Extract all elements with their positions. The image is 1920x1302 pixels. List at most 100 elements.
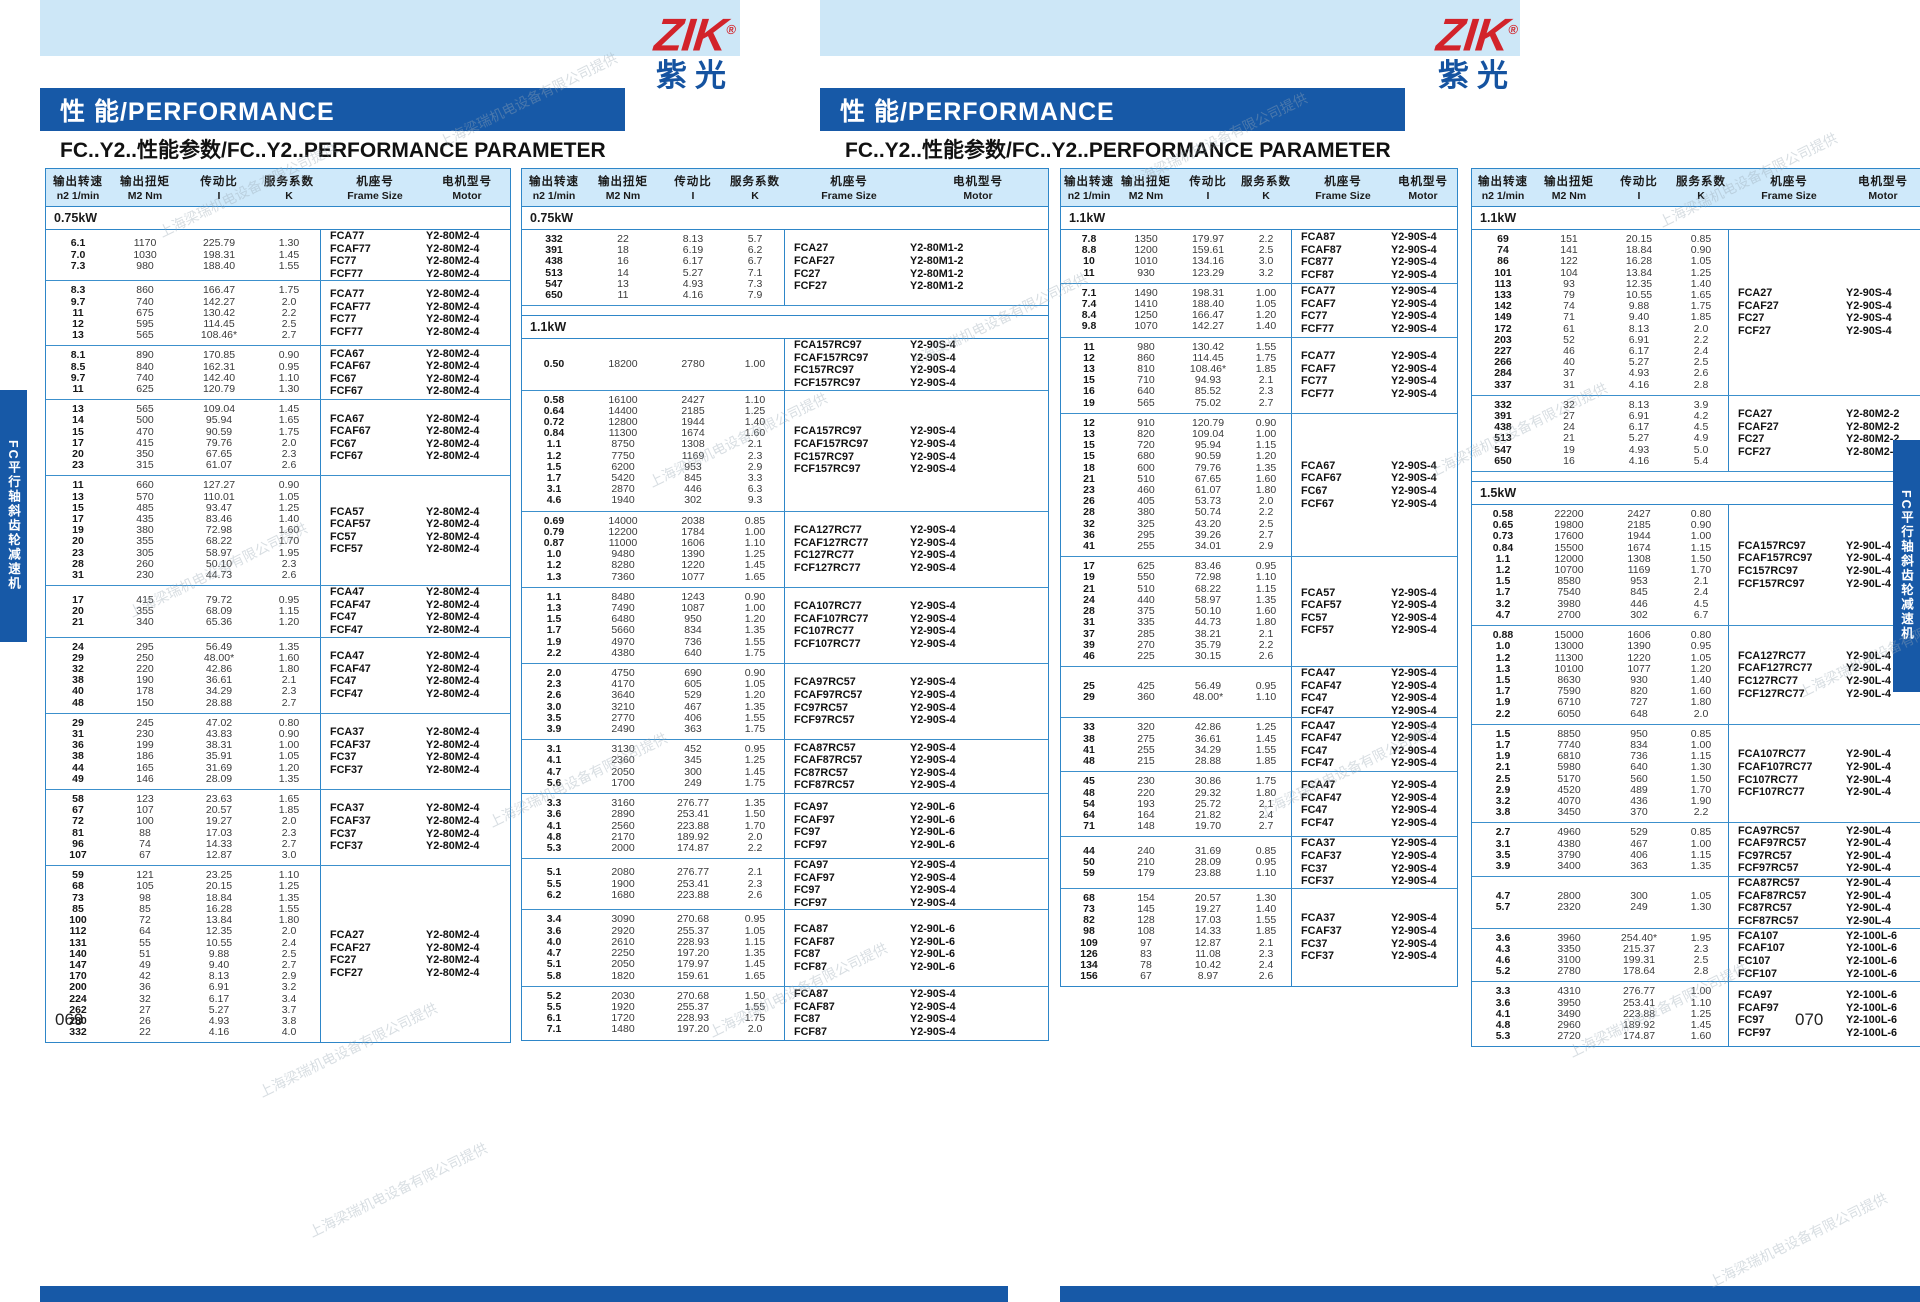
frame-size-value: FC77 [1301, 375, 1328, 388]
frame-size-column: FCA77 FCAF77 FC77 FCF77 [321, 230, 422, 280]
cell-value: 5.7 [1495, 901, 1511, 914]
cell-value: 834 [1630, 738, 1648, 751]
cell-value: 20 [72, 448, 84, 461]
cell-value: 1.70 [1690, 783, 1712, 796]
numeric-values: 12 13 15 15 18 21 23 26 28 32 36 41 910 820 720 680 600 5… [1061, 414, 1291, 556]
cell-value: 1.35 [744, 624, 766, 637]
motor-model-value: Y2-90S-4 [1391, 849, 1437, 862]
motor-model-value: Y2-90S-4 [910, 754, 956, 767]
cell-value: 720 [1137, 439, 1155, 452]
power-section-label: 0.75kW [522, 207, 1048, 230]
k-column: 1.10 1.25 1.35 1.55 1.80 2.0 2.4 2.5 2.7 2.9 3.2 3.… [258, 870, 320, 1038]
cell-value: 12 [1083, 351, 1095, 364]
frame-size-value: FCA37 [330, 802, 365, 815]
frame-size-value: FCAF7 [1301, 362, 1336, 375]
cell-value: 1720 [611, 1012, 635, 1025]
table-row-group: 332 391 438 513 547 650 22 18 16 14 13 11 8.13 6.19 6.… [522, 230, 1048, 307]
cell-value: 3.2 [281, 981, 297, 994]
cell-value: 1070 [1134, 320, 1158, 333]
cell-value: 1.95 [1690, 931, 1712, 944]
m2-column: 295 250 220 190 178 150 [110, 641, 180, 709]
performance-header-title: 性 能/PERFORMANCE [60, 97, 335, 126]
frame-size-value: FCF107RC77 [794, 638, 861, 651]
cell-value: 415 [136, 593, 154, 606]
cell-value: 1.65 [278, 414, 300, 427]
cell-value: 14 [72, 414, 84, 427]
cell-value: 120.79 [1191, 416, 1225, 429]
numeric-values: 17 20 21 415 355 340 79.72 68.09 65.36 0.95 1.15 1.… [46, 586, 320, 636]
frame-size-value: FCA37 [1301, 837, 1336, 850]
k-column: 0.90 0.95 1.10 1.30 [258, 350, 320, 395]
numeric-values: 0.69 0.79 0.87 1.0 1.2 1.3 14000 12200 11000 9480… [522, 512, 784, 587]
frame-size-value: FCF37 [1301, 875, 1334, 888]
power-section-label: 1.1kW [1061, 207, 1457, 230]
cell-value: 36.61 [205, 674, 233, 687]
ratio-column: 2427 2185 1944 1674 1308 1169 953 845 446 302 [1604, 508, 1674, 621]
cell-value: 172 [1494, 322, 1512, 335]
cell-value: 50.10 [205, 557, 233, 570]
frame-size-value: FC97 [794, 884, 821, 897]
cell-value: 20.15 [1625, 233, 1653, 245]
cell-value: 1308 [1627, 552, 1651, 565]
cell-value: 44.73 [1194, 616, 1222, 629]
cell-value: 93 [1563, 277, 1575, 290]
motor-model-value: Y2-80M1-2 [910, 267, 964, 280]
cell-value: 18 [1083, 461, 1095, 474]
cell-value: 108.46* [200, 329, 238, 342]
cell-value: 0.95 [1255, 680, 1277, 693]
cell-value: 72.98 [1194, 571, 1222, 584]
cell-value: 59 [72, 869, 84, 882]
motor-model-column: Y2-80M2-4 Y2-80M2-4 Y2-80M2-4 Y2-80M2-4 [422, 413, 510, 463]
cell-value: 8.97 [1197, 970, 1219, 983]
frame-size-value: FC127RC77 [794, 549, 855, 562]
cell-value: 3090 [611, 913, 635, 926]
motor-model-value: Y2-100L-6 [1846, 929, 1898, 942]
cell-value: 3.2 [1495, 597, 1511, 610]
cell-value: 1.15 [278, 604, 300, 617]
cell-value: 12.87 [1194, 936, 1222, 949]
cell-value: 253.41 [676, 877, 710, 890]
cell-value: 1030 [133, 248, 157, 261]
k-column: 0.85 1.00 1.15 1.35 [1674, 827, 1728, 872]
cell-value: 11300 [608, 427, 638, 440]
frame-size-value: FC57 [1301, 611, 1328, 624]
m2-column: 8850 7740 6810 5980 5170 4520 4070 3450 [1534, 728, 1604, 819]
motor-model-value: Y2-80M2-4 [426, 738, 480, 751]
cell-value: 1.15 [1255, 439, 1277, 452]
frame-size-value: FCA97RC57 [794, 676, 856, 689]
cell-value: 0.90 [1690, 519, 1712, 532]
cell-value: 1.35 [278, 891, 300, 904]
cell-value: 7.1 [747, 266, 763, 279]
cell-value: 37 [1563, 367, 1575, 380]
frame-size-value: FCF157RC97 [1738, 577, 1805, 590]
frame-size-column: FCA157RC97 FCAF157RC97 FC157RC97 FCF157RC97 [785, 425, 906, 475]
frame-size-value: FCF127RC77 [1738, 687, 1805, 700]
cell-value: 19.70 [1194, 820, 1222, 833]
n2-column: 3.4 3.6 4.0 4.7 5.1 5.8 [522, 914, 586, 981]
cell-value: 1.00 [1255, 428, 1277, 441]
cell-value: 1390 [681, 548, 705, 561]
frame-size-value: FCF77 [1301, 387, 1334, 400]
motor-model-value: Y2-90S-4 [1391, 924, 1437, 937]
motor-model-value: Y2-90S-4 [1391, 310, 1437, 323]
motor-model-value: Y2-100L-6 [1846, 989, 1898, 1002]
cell-value: 51 [139, 947, 151, 960]
cell-value: 320 [1137, 721, 1155, 734]
cell-value: 1.80 [1690, 696, 1712, 709]
cell-value: 15 [1083, 439, 1095, 452]
cell-value: 2.3 [281, 448, 297, 461]
cell-value: 110.01 [203, 490, 235, 503]
cell-value: 2.4 [1693, 586, 1709, 599]
numeric-values: 59 68 73 85 100 112 131 140 147 170 200 224 262 280 33… [46, 866, 320, 1042]
cell-value: 1.75 [744, 646, 766, 659]
frame-size-value: FCA67 [1301, 459, 1336, 472]
frame-motor-cell: FCA97 FCAF97 FC97 FCF97 Y2-100L-6 Y2-100L-6 Y2… [1728, 982, 1920, 1047]
cell-value: 11.08 [1195, 947, 1221, 960]
frame-motor-cell: FCA157RC97 FCAF157RC97 FC157RC97 FCF157RC97… [1728, 505, 1920, 626]
motor-model-value: Y2-90S-4 [1391, 586, 1437, 599]
cell-value: 9.8 [1081, 320, 1097, 333]
cell-value: 2.4 [281, 936, 297, 949]
cell-value: 43.20 [1194, 517, 1222, 530]
table-row-group: 3.3 3.6 4.1 4.8 5.3 3160 2890 2560 2170 2000 276.7… [522, 794, 1048, 860]
cell-value: 1.25 [278, 880, 300, 893]
